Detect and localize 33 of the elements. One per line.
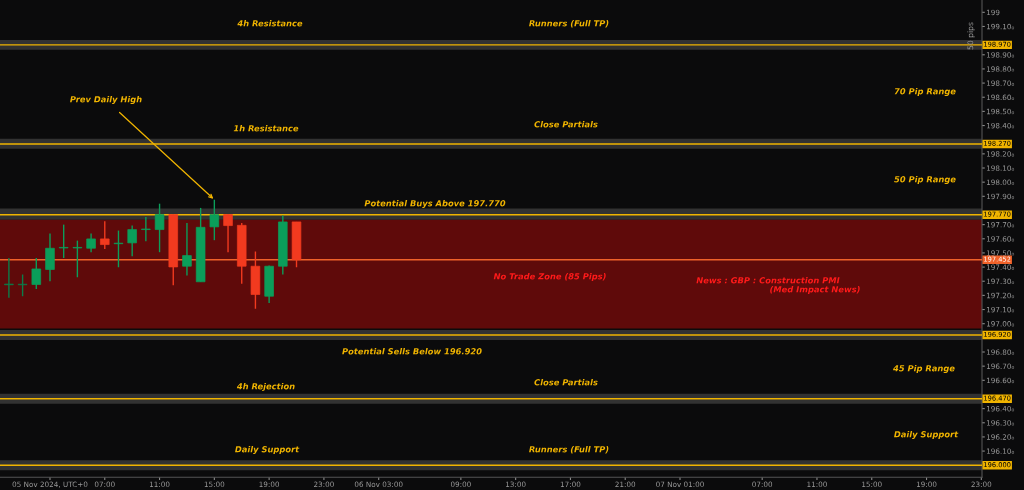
annotation: Daily Support: [894, 430, 959, 440]
annotation: Potential Buys Above 197.770: [364, 199, 506, 209]
candlestick: [86, 232, 96, 253]
candlestick: [45, 232, 55, 282]
candlestick: [113, 229, 124, 268]
annotation: 4h Rejection: [236, 382, 295, 392]
annotation: Prev Daily High: [70, 95, 142, 105]
annotation: 70 Pip Range: [894, 87, 956, 97]
candlestick: [223, 213, 233, 253]
candlestick: [72, 239, 83, 278]
candlestick: [182, 222, 192, 277]
annotation: Runners (Full TP): [529, 445, 609, 454]
annotation: Close Partials: [534, 120, 598, 128]
candlestick: [209, 199, 220, 241]
annotation: 1h Resistance: [233, 124, 299, 132]
candlestick: [154, 202, 165, 253]
annotation: Runners (Full TP): [529, 19, 609, 28]
annotation: 50 Pip Range: [894, 175, 956, 185]
candlestick: [141, 216, 151, 242]
annotation: (Med Impact News): [770, 285, 860, 295]
annotation: 45 Pip Range: [893, 364, 955, 374]
annotation: Daily Support: [235, 445, 300, 455]
candlestick: [127, 224, 137, 257]
band-label: No Trade Zone (85 Pips): [493, 272, 606, 282]
annotation: News : GBP : Construction PMI: [696, 276, 840, 284]
candlestick: [31, 257, 42, 290]
candlestick: [58, 223, 69, 259]
annotation: Close Partials: [534, 378, 598, 386]
candlestick: [100, 220, 110, 250]
candlestick: [17, 273, 28, 297]
candlestick: [4, 257, 14, 299]
annotation: Potential Sells Below 196.920: [342, 347, 482, 355]
annotation: 4h Resistance: [237, 19, 303, 27]
